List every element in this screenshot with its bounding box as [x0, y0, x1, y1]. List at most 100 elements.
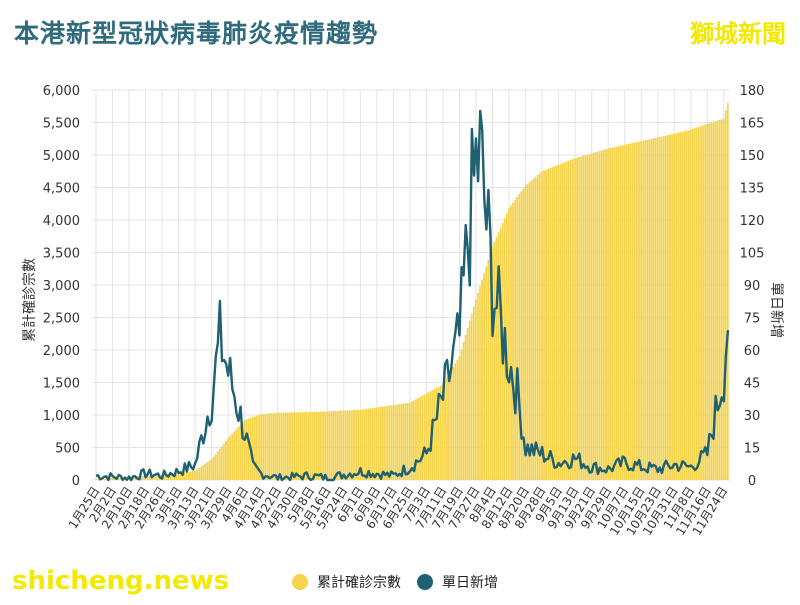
left-tick-label: 3,000 — [43, 279, 80, 294]
cumulative-bar — [179, 472, 182, 480]
cumulative-bar — [119, 477, 122, 480]
cumulative-bar — [693, 128, 696, 480]
cumulative-bar — [454, 363, 457, 480]
cumulative-bar — [671, 134, 673, 480]
left-tick-label: 1,500 — [43, 377, 80, 392]
right-tick-label: 150 — [740, 149, 765, 164]
cumulative-bar — [340, 410, 343, 480]
cumulative-bar — [437, 386, 440, 480]
cumulative-bar — [474, 299, 477, 480]
cumulative-bar — [406, 402, 409, 480]
cumulative-bar — [536, 174, 539, 480]
cumulative-bar — [254, 416, 256, 480]
cumulative-bar — [596, 151, 599, 480]
cumulative-bar — [262, 414, 265, 480]
cumulative-bar — [716, 120, 719, 481]
cumulative-bar — [390, 405, 393, 480]
cumulative-bar — [313, 411, 316, 480]
cumulative-bar — [194, 470, 196, 480]
cumulative-bar — [479, 286, 481, 480]
right-tick-label: 30 — [744, 409, 761, 424]
cumulative-bar — [648, 139, 651, 480]
cumulative-bar — [208, 460, 211, 480]
cumulative-bar — [642, 140, 645, 480]
cumulative-bar — [258, 414, 260, 480]
cumulative-bar — [419, 396, 421, 480]
cumulative-bar — [295, 412, 298, 480]
cumulative-bar — [227, 438, 229, 480]
cumulative-bar — [611, 147, 614, 480]
cumulative-bar — [332, 411, 335, 480]
cumulative-bar — [700, 125, 702, 481]
cumulative-bar — [592, 152, 595, 480]
cumulative-bar — [351, 410, 353, 480]
left-tick-label: 2,000 — [43, 344, 80, 359]
cumulative-bar — [410, 401, 413, 480]
cumulative-bar — [452, 366, 455, 480]
cumulative-bar — [171, 473, 174, 480]
cumulative-bar — [578, 157, 581, 480]
cumulative-bar — [334, 410, 337, 480]
cumulative-bar — [638, 141, 640, 480]
cumulative-bar — [677, 132, 680, 480]
left-axis-ticks: 0 500 1,000 1,500 2,000 2,500 3,000 3,500 4,000 4… — [43, 84, 80, 489]
cumulative-bar — [702, 125, 704, 480]
cumulative-bar — [446, 377, 448, 480]
cumulative-bar — [516, 196, 519, 481]
cumulative-bar — [369, 408, 372, 480]
cumulative-bar — [580, 156, 583, 480]
cumulative-bar — [444, 380, 446, 480]
right-axis-ticks: 0 15 30 45 60 75 90 105 120 135 150 165 180 — [740, 84, 765, 489]
cumulative-bar — [627, 143, 630, 481]
cumulative-bar — [586, 154, 589, 480]
cumulative-bar — [402, 403, 405, 480]
cumulative-bar — [287, 412, 289, 480]
cumulative-bar — [594, 152, 597, 480]
cumulative-bar — [553, 166, 556, 480]
cumulative-bar — [689, 129, 692, 480]
cumulative-bar — [346, 410, 349, 480]
cumulative-bar — [462, 342, 465, 480]
cumulative-bar — [284, 412, 287, 480]
cumulative-bar — [489, 253, 492, 480]
right-tick-label: 120 — [740, 214, 765, 229]
cumulative-bar — [400, 403, 403, 480]
cumulative-bar — [650, 138, 653, 481]
cumulative-bar — [667, 135, 669, 480]
cumulative-bar — [212, 456, 215, 480]
cumulative-bar — [148, 475, 151, 480]
cumulative-bar — [724, 110, 727, 481]
cumulative-bar — [528, 181, 531, 480]
cumulative-bar — [301, 412, 304, 480]
cumulative-bar — [458, 356, 461, 480]
cumulative-bar — [497, 232, 500, 480]
cumulative-bar — [559, 163, 562, 480]
right-tick-label: 90 — [744, 279, 761, 294]
cumulative-bar — [619, 145, 622, 481]
left-tick-label: 500 — [55, 442, 80, 457]
right-tick-label: 105 — [740, 247, 765, 262]
cumulative-bar — [198, 467, 200, 480]
cumulative-bar — [427, 392, 430, 480]
cumulative-bar — [413, 400, 415, 480]
watermark-text: shicheng.news — [12, 566, 230, 596]
cumulative-bar — [404, 403, 407, 480]
cumulative-bar — [181, 472, 184, 480]
cumulative-bar — [320, 411, 322, 480]
cumulative-bar — [634, 142, 636, 480]
cumulative-bar — [109, 478, 112, 480]
cumulative-bar — [518, 194, 521, 481]
cumulative-bar — [315, 411, 318, 480]
cumulative-bar — [328, 411, 331, 480]
cumulative-bar — [698, 126, 700, 480]
cumulative-bar — [714, 121, 717, 480]
cumulative-bar — [165, 474, 167, 480]
cumulative-bar — [681, 131, 684, 480]
right-tick-label: 135 — [740, 182, 765, 197]
cumulative-bar — [468, 320, 471, 480]
cumulative-bar — [318, 411, 320, 480]
cumulative-bar — [549, 168, 552, 480]
cumulative-bar — [272, 413, 275, 480]
cumulative-bar — [526, 183, 529, 480]
cumulative-bar — [534, 176, 537, 481]
